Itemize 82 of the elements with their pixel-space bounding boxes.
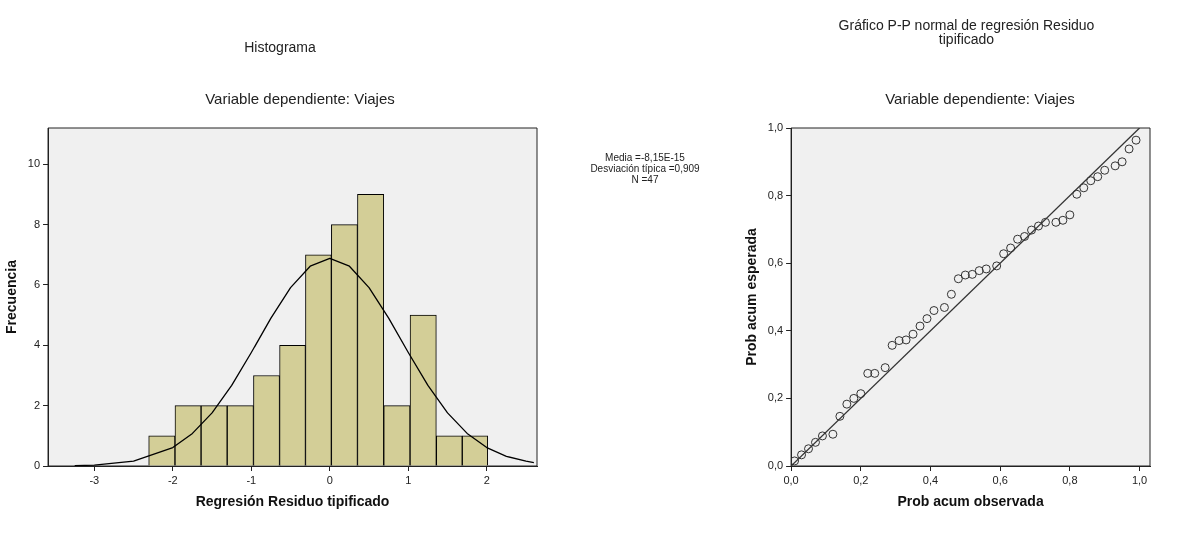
point <box>887 340 897 350</box>
y-tick-label: 0,6 <box>767 256 784 269</box>
y-tick-label: 4 <box>33 338 41 351</box>
x-tick-label: 0,6 <box>992 473 1008 486</box>
y-tick-label: 10 <box>27 157 41 170</box>
point <box>1027 225 1037 235</box>
point <box>953 274 963 284</box>
point <box>797 450 807 460</box>
point <box>880 363 890 373</box>
point <box>894 336 904 346</box>
point <box>960 270 970 280</box>
y-tick-label: 1,0 <box>767 121 784 134</box>
point <box>1100 165 1110 175</box>
point <box>981 264 991 274</box>
point <box>922 314 932 324</box>
point <box>967 269 977 279</box>
x-tick-label: 2 <box>483 473 490 486</box>
y-tick-label: 6 <box>33 277 41 290</box>
point <box>1072 189 1082 199</box>
point <box>1013 234 1023 244</box>
point <box>1033 221 1043 231</box>
point <box>1124 144 1134 154</box>
point <box>1058 215 1068 225</box>
point <box>1020 232 1030 241</box>
text: Desviación típica =0,909 <box>589 163 701 174</box>
chart-subtitle: Variable dependiente: Viajes <box>884 90 1076 107</box>
x-tick-label: 0,8 <box>1062 473 1078 486</box>
point <box>817 431 827 441</box>
point <box>1006 243 1016 253</box>
point <box>870 368 880 378</box>
point <box>804 444 814 454</box>
point <box>946 289 956 299</box>
point <box>929 306 939 316</box>
point <box>939 302 949 312</box>
x-axis-title: Regresión Residuo tipificado <box>195 493 390 510</box>
x-tick-label: -2 <box>167 473 178 486</box>
y-tick-label: 8 <box>33 217 41 230</box>
point <box>1040 217 1050 227</box>
point <box>1093 172 1103 182</box>
point <box>1079 183 1089 193</box>
point <box>828 429 838 439</box>
point <box>908 329 918 339</box>
point <box>863 368 873 378</box>
point <box>856 389 866 399</box>
x-axis-title: Prob acum observada <box>897 493 1044 510</box>
point <box>849 393 859 403</box>
chart-subtitle: Variable dependiente: Viajes <box>204 90 396 107</box>
x-tick-label: 0 <box>326 473 333 486</box>
y-tick-label: 0,8 <box>767 188 784 201</box>
point <box>1117 157 1127 167</box>
point <box>992 261 1002 271</box>
y-tick-label: 0,4 <box>767 323 784 336</box>
y-tick-label: 0,2 <box>767 391 784 404</box>
point <box>842 399 852 409</box>
point <box>915 321 925 331</box>
y-axis-title: Prob acum esperada <box>743 227 760 366</box>
point <box>810 437 820 447</box>
x-tick-label: 0,4 <box>922 473 939 486</box>
point <box>835 411 845 421</box>
text: Media =-8,15E-15 <box>604 152 686 163</box>
chart-title: Histograma <box>243 39 317 55</box>
point <box>1051 217 1061 227</box>
x-tick-label: 0,2 <box>853 473 869 486</box>
point <box>1110 161 1120 171</box>
x-tick-label: 0,0 <box>783 473 799 486</box>
text: N =47 <box>630 174 659 185</box>
x-tick-label: -3 <box>89 473 100 486</box>
x-tick-label: -1 <box>246 473 257 486</box>
point <box>974 266 984 276</box>
y-tick-label: 2 <box>33 398 41 411</box>
point <box>1065 210 1075 220</box>
y-axis-title: Frecuencia <box>3 259 20 334</box>
point <box>1086 176 1096 186</box>
point <box>1131 135 1141 145</box>
chart-title: Gráfico P-P normal de regresión Residuo tipificado <box>837 17 1096 47</box>
point <box>791 456 800 466</box>
y-tick-label: 0,0 <box>767 459 784 472</box>
point <box>901 335 911 345</box>
x-tick-label: 1 <box>405 473 412 486</box>
x-tick-label: 1,0 <box>1131 473 1148 486</box>
point <box>999 249 1009 259</box>
y-tick-label: 0 <box>33 459 41 472</box>
